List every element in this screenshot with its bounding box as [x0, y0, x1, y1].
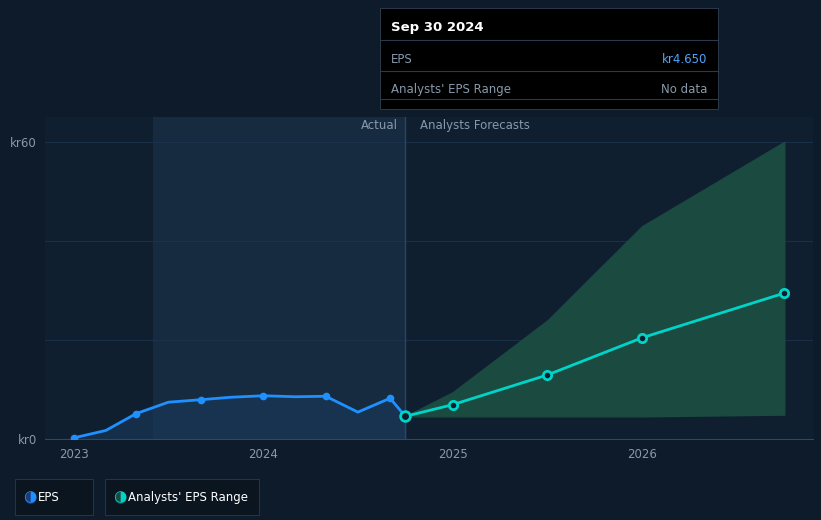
Text: EPS: EPS: [391, 53, 412, 66]
Text: ◑: ◑: [23, 490, 36, 504]
Text: ●: ●: [113, 490, 126, 504]
Text: Analysts' EPS Range: Analysts' EPS Range: [391, 83, 511, 96]
Text: Sep 30 2024: Sep 30 2024: [391, 21, 484, 34]
Text: ◑: ◑: [113, 490, 126, 504]
Text: kr4.650: kr4.650: [663, 53, 708, 66]
Text: Analysts' EPS Range: Analysts' EPS Range: [128, 491, 248, 503]
Text: Analysts Forecasts: Analysts Forecasts: [420, 119, 530, 132]
Text: ●: ●: [23, 490, 36, 504]
Text: Actual: Actual: [360, 119, 397, 132]
Text: EPS: EPS: [38, 491, 59, 503]
Text: No data: No data: [662, 83, 708, 96]
Bar: [154, 117, 406, 439]
